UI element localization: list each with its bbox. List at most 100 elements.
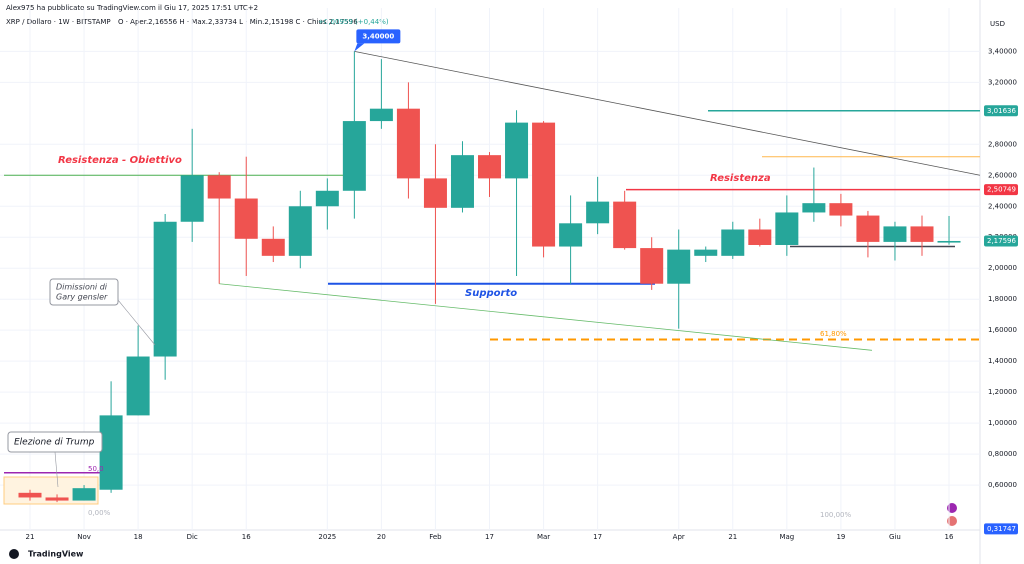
symbol: XRP / Dollaro · 1W · BITSTAMP (6, 18, 111, 26)
candle-body (829, 203, 853, 216)
annotation: Gary gensler (56, 293, 108, 302)
candle-body (450, 155, 474, 208)
candle-body (721, 229, 745, 256)
candle-body (856, 215, 880, 242)
candle-body (559, 223, 583, 247)
y-tick-label: 2,60000 (988, 171, 1017, 179)
currency: USD (990, 20, 1005, 28)
price-label: 0,31747 (987, 525, 1016, 533)
y-tick-label: 3,20000 (988, 78, 1017, 86)
candle-body (207, 175, 231, 199)
callout-label: 3,40000 (362, 32, 394, 40)
annotation: 61,80% (820, 330, 847, 338)
price-label-box (984, 105, 1018, 117)
x-tick-label: 18 (134, 533, 143, 541)
candle-body (288, 206, 312, 256)
change: +0,00959 (+0,44%) (318, 18, 389, 26)
annotation: 100,00% (820, 511, 851, 519)
candle-body (694, 249, 718, 256)
x-tick-label: 21 (728, 533, 737, 541)
annotation: Supporto (465, 288, 517, 299)
candle-body (478, 155, 502, 179)
candle-body (748, 229, 772, 245)
candle-body (883, 226, 907, 242)
candle-body (775, 212, 799, 245)
x-tick-label: 17 (593, 533, 602, 541)
candle-body (99, 415, 123, 490)
x-tick-label: Mag (779, 533, 794, 541)
price-label: 2,17596 (987, 237, 1016, 245)
candle-body (910, 226, 934, 242)
y-tick-label: 1,00000 (988, 419, 1017, 427)
y-tick-label: 1,40000 (988, 357, 1017, 365)
candle-body (423, 178, 447, 208)
price-label: 3,01636 (987, 107, 1016, 115)
annotation: Dimissioni di (56, 283, 108, 292)
annotation: 0,00% (88, 509, 111, 517)
callout-box (356, 29, 401, 44)
note-pointer (117, 299, 156, 346)
candle-body (613, 201, 637, 249)
candle-body (369, 108, 393, 122)
x-tick-label: 21 (26, 533, 35, 541)
y-tick-label: 2,80000 (988, 140, 1017, 148)
candle-body (45, 497, 69, 501)
note-pointer (54, 451, 59, 488)
callout-pointer (354, 43, 365, 52)
y-tick-label: 2,40000 (988, 202, 1017, 210)
x-tick-label: 16 (945, 533, 954, 541)
candle-body (640, 248, 664, 284)
ohlc: O · Aper.2,16556 H · Max.2,33734 L · Min… (118, 18, 358, 26)
x-tick-label: 19 (836, 533, 845, 541)
candle-body (937, 240, 961, 243)
candle-body (153, 221, 177, 357)
price-label-box (984, 523, 1018, 535)
candle-body (802, 203, 826, 213)
x-tick-label: 20 (377, 533, 386, 541)
brand-logo (9, 549, 19, 559)
annotation: Elezione di Trump (14, 438, 95, 448)
annotation: Resistenza - Obiettivo (58, 155, 182, 166)
flag-icon (947, 516, 957, 526)
candle-body (18, 492, 42, 498)
x-tick-label: Feb (429, 533, 442, 541)
annotation: 50,0 (88, 465, 104, 473)
candle-body (126, 356, 150, 416)
author-line: Alex975 ha pubblicato su TradingView.com… (6, 4, 258, 12)
y-tick-label: 0,60000 (988, 481, 1017, 489)
y-tick-label: 3,40000 (988, 47, 1017, 55)
candle-body (667, 249, 691, 284)
candle-body (532, 122, 556, 247)
price-label: 2,50749 (987, 186, 1016, 194)
candle-body (342, 121, 366, 191)
candle-body (505, 122, 529, 179)
candle-body (315, 190, 339, 207)
candle-body (396, 108, 420, 179)
price-label-box (984, 235, 1018, 247)
x-tick-label: 17 (485, 533, 494, 541)
price-label-box (984, 184, 1018, 196)
x-tick-label: Giu (889, 533, 901, 541)
candle-body (234, 198, 258, 239)
candle-body (72, 488, 96, 501)
x-tick-label: Dic (187, 533, 198, 541)
y-tick-label: 2,00000 (988, 264, 1017, 272)
event-icon (947, 503, 957, 513)
candle-body (180, 175, 204, 222)
annotation: Resistenza (710, 173, 771, 184)
note-box (49, 278, 119, 306)
x-tick-label: Mar (537, 533, 550, 541)
y-tick-label: 1,60000 (988, 326, 1017, 334)
y-tick-label: 1,20000 (988, 388, 1017, 396)
candle-body (586, 201, 610, 224)
brand: TradingView (28, 550, 84, 559)
x-tick-label: 16 (242, 533, 251, 541)
y-tick-label: 1,80000 (988, 295, 1017, 303)
trend-line (354, 50, 981, 176)
y-tick-label: 0,80000 (988, 450, 1017, 458)
candle-body (261, 238, 285, 256)
x-tick-label: Nov (77, 533, 91, 541)
x-tick-label: 2025 (318, 533, 336, 541)
x-tick-label: Apr (673, 533, 685, 541)
